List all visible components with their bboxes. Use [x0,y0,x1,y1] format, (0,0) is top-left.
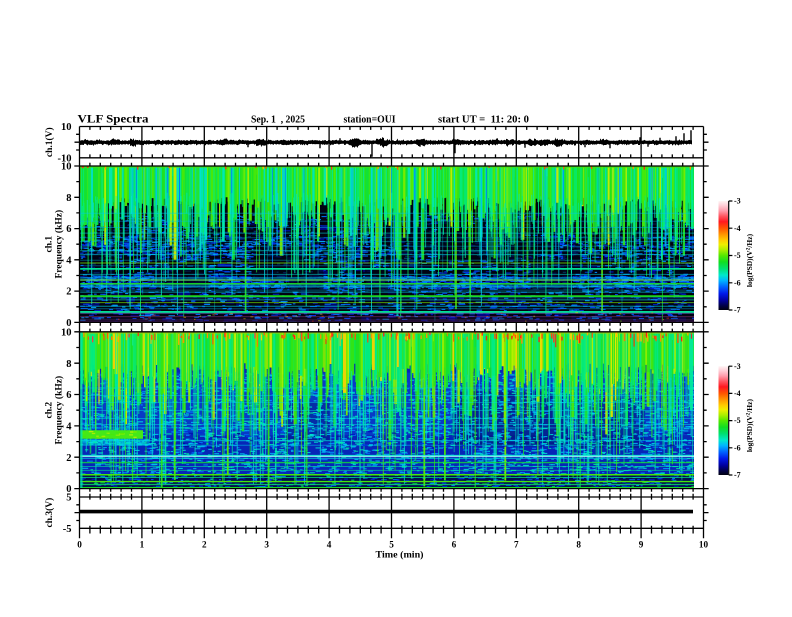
svg-text:9: 9 [639,539,644,549]
svg-text:-7: -7 [734,306,741,315]
svg-text:-5: -5 [734,251,741,260]
svg-text:5: 5 [66,493,71,504]
svg-text:station=OUI: station=OUI [344,114,396,125]
svg-text:6: 6 [66,390,71,401]
svg-text:3: 3 [264,539,269,549]
svg-text:5: 5 [389,539,394,549]
svg-text:-4: -4 [734,389,741,398]
svg-text:7: 7 [514,539,519,549]
svg-text:-5: -5 [63,524,72,535]
svg-text:-3: -3 [734,362,741,371]
svg-text:4: 4 [66,255,72,266]
svg-text:start UT = 11: 20: 0: start UT = 11: 20: 0 [438,114,529,125]
svg-text:-10: -10 [58,153,72,164]
svg-text:10: 10 [61,122,72,133]
svg-text:ch.2: ch.2 [45,402,55,419]
svg-text:8: 8 [66,193,71,204]
svg-text:Frequency (kHz): Frequency (kHz) [54,376,65,445]
svg-text:Frequency (kHz): Frequency (kHz) [54,210,65,279]
svg-text:2: 2 [66,453,71,464]
svg-text:-5: -5 [734,416,741,425]
svg-text:ch.1: ch.1 [45,236,55,253]
svg-text:ch.3(V): ch.3(V) [44,498,55,528]
svg-text:10: 10 [699,539,709,549]
svg-text:-7: -7 [734,471,741,480]
svg-text:8: 8 [66,359,71,370]
svg-text:-6: -6 [734,278,741,287]
svg-text:4: 4 [327,539,332,549]
svg-text:6: 6 [452,539,457,549]
svg-text:10: 10 [61,327,72,338]
svg-text:-4: -4 [734,224,741,233]
svg-text:4: 4 [66,422,72,433]
svg-text:-3: -3 [734,197,741,206]
svg-text:6: 6 [66,224,71,235]
svg-text:0: 0 [77,539,82,549]
svg-text:1: 1 [140,539,145,549]
svg-text:0: 0 [66,484,71,495]
svg-text:2: 2 [66,287,71,298]
svg-text:log(PSD)(V2/Hz): log(PSD)(V2/Hz) [745,233,754,287]
svg-text:2: 2 [202,539,207,549]
svg-text:VLF Spectra: VLF Spectra [78,113,149,125]
svg-text:ch.1(V): ch.1(V) [44,127,55,157]
svg-text:0: 0 [66,318,71,329]
svg-text:10: 10 [61,162,72,173]
svg-text:Sep. 1 , 2025: Sep. 1 , 2025 [251,114,305,125]
svg-text:-6: -6 [734,443,741,452]
svg-text:8: 8 [576,539,581,549]
svg-text:Time (min): Time (min) [376,549,424,560]
svg-text:log(PSD)(V2/Hz): log(PSD)(V2/Hz) [745,399,754,453]
